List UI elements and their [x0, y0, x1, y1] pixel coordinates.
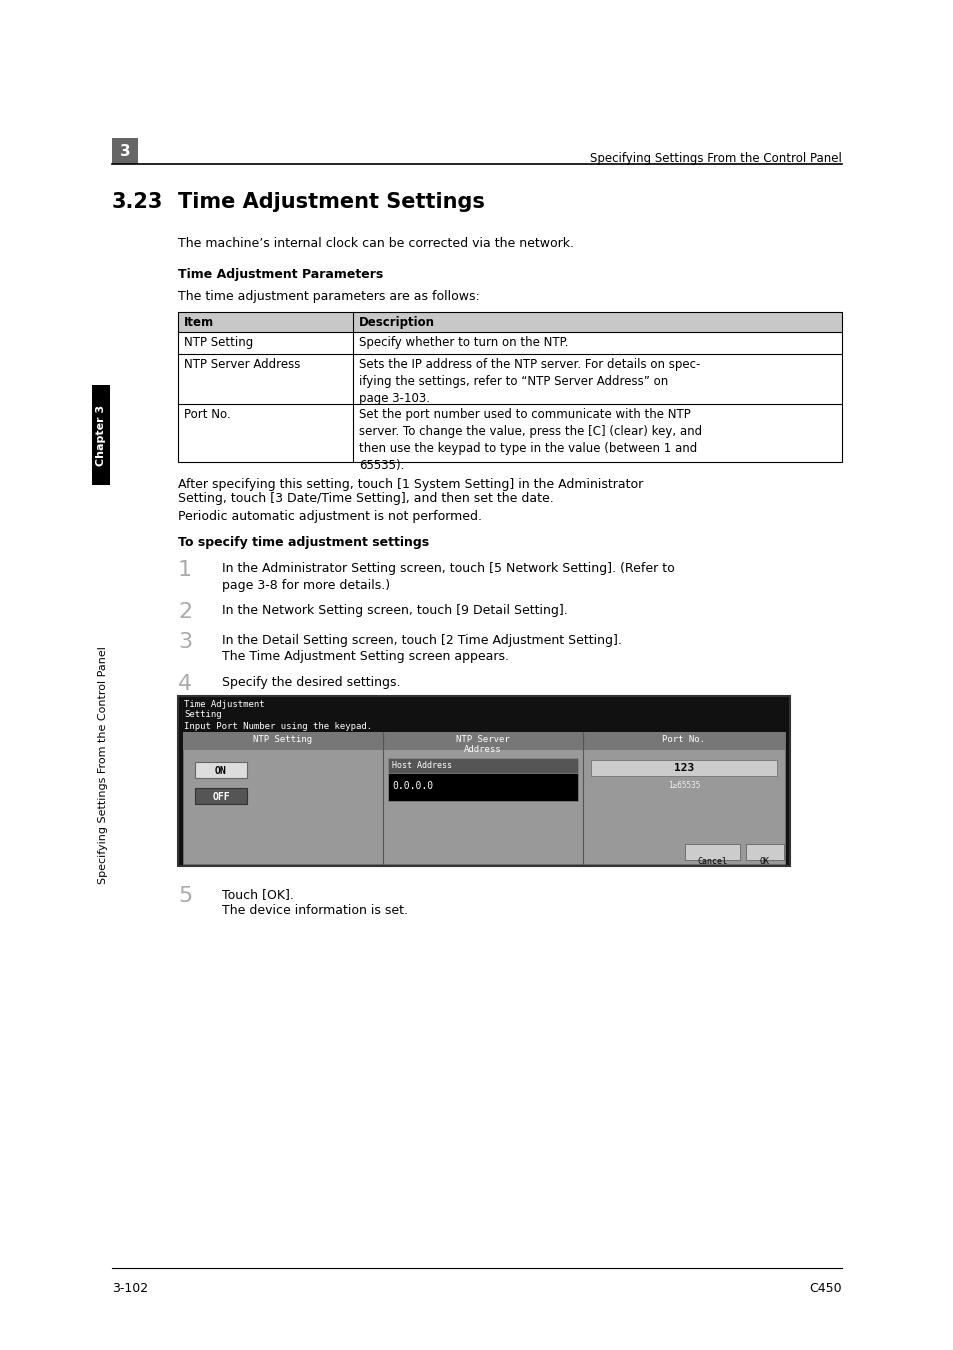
Text: Time Adjustment Parameters: Time Adjustment Parameters: [178, 269, 383, 281]
Text: 2: 2: [178, 602, 192, 622]
Text: Port No.: Port No.: [661, 734, 705, 744]
Text: The time adjustment parameters are as follows:: The time adjustment parameters are as fo…: [178, 290, 479, 302]
Bar: [194, 788, 247, 805]
Bar: [194, 761, 247, 778]
Bar: [91, 385, 110, 485]
Bar: [684, 844, 740, 860]
Text: Specify whether to turn on the NTP.: Specify whether to turn on the NTP.: [358, 336, 568, 350]
Text: NTP Server
Address: NTP Server Address: [456, 734, 509, 755]
Text: The machine’s internal clock can be corrected via the network.: The machine’s internal clock can be corr…: [178, 238, 574, 250]
Bar: [745, 844, 783, 860]
Text: Time Adjustment: Time Adjustment: [184, 701, 264, 709]
Bar: [183, 732, 784, 864]
Text: In the Detail Setting screen, touch [2 Time Adjustment Setting].: In the Detail Setting screen, touch [2 T…: [222, 634, 621, 647]
Bar: [183, 732, 784, 751]
Text: The device information is set.: The device information is set.: [222, 904, 408, 917]
Text: 0.0.0.0: 0.0.0.0: [392, 782, 433, 791]
Text: OFF: OFF: [212, 792, 230, 802]
Text: Setting, touch [3 Date/Time Setting], and then set the date.: Setting, touch [3 Date/Time Setting], an…: [178, 491, 553, 505]
Text: ON: ON: [214, 765, 227, 776]
Text: OK: OK: [760, 857, 769, 865]
Text: 1: 1: [178, 560, 192, 580]
Bar: [178, 697, 789, 865]
Text: Periodic automatic adjustment is not performed.: Periodic automatic adjustment is not per…: [178, 510, 481, 522]
Text: 1≥65535: 1≥65535: [667, 782, 700, 790]
Text: Time Adjustment Settings: Time Adjustment Settings: [178, 192, 484, 212]
Text: Input Port Number using the keypad.: Input Port Number using the keypad.: [184, 722, 372, 730]
Text: In the Administrator Setting screen, touch [5 Network Setting]. (Refer to
page 3: In the Administrator Setting screen, tou…: [222, 562, 674, 593]
Text: C450: C450: [808, 1282, 841, 1295]
Text: 4: 4: [178, 674, 192, 694]
Text: 3: 3: [178, 632, 192, 652]
Text: Cancel: Cancel: [697, 857, 727, 865]
Text: NTP Setting: NTP Setting: [253, 734, 313, 744]
Text: Host Address: Host Address: [392, 761, 452, 770]
Text: 123: 123: [673, 763, 694, 774]
Bar: [178, 312, 841, 462]
Bar: [178, 312, 841, 332]
Bar: [388, 757, 578, 774]
Bar: [112, 138, 138, 163]
Text: Sets the IP address of the NTP server. For details on spec-
ifying the settings,: Sets the IP address of the NTP server. F…: [358, 358, 700, 405]
Text: 3.23: 3.23: [112, 192, 163, 212]
Text: Chapter 3: Chapter 3: [96, 405, 106, 466]
Text: 5: 5: [178, 886, 193, 906]
Text: Specify the desired settings.: Specify the desired settings.: [222, 676, 400, 688]
Text: Item: Item: [184, 316, 213, 329]
Text: Port No.: Port No.: [184, 408, 231, 421]
Text: Touch [OK].: Touch [OK].: [222, 888, 294, 900]
Bar: [388, 774, 578, 801]
Text: 3: 3: [119, 143, 131, 158]
Text: The Time Adjustment Setting screen appears.: The Time Adjustment Setting screen appea…: [222, 649, 509, 663]
Text: In the Network Setting screen, touch [9 Detail Setting].: In the Network Setting screen, touch [9 …: [222, 603, 567, 617]
Text: After specifying this setting, touch [1 System Setting] in the Administrator: After specifying this setting, touch [1 …: [178, 478, 642, 491]
Text: Description: Description: [358, 316, 435, 329]
Text: Specifying Settings From the Control Panel: Specifying Settings From the Control Pan…: [98, 647, 108, 884]
Text: NTP Server Address: NTP Server Address: [184, 358, 300, 371]
Text: Set the port number used to communicate with the NTP
server. To change the value: Set the port number used to communicate …: [358, 408, 701, 472]
Text: Setting: Setting: [184, 710, 221, 720]
Text: 3-102: 3-102: [112, 1282, 148, 1295]
Bar: [590, 760, 776, 776]
Text: NTP Setting: NTP Setting: [184, 336, 253, 350]
Text: Specifying Settings From the Control Panel: Specifying Settings From the Control Pan…: [590, 153, 841, 165]
Text: To specify time adjustment settings: To specify time adjustment settings: [178, 536, 429, 549]
